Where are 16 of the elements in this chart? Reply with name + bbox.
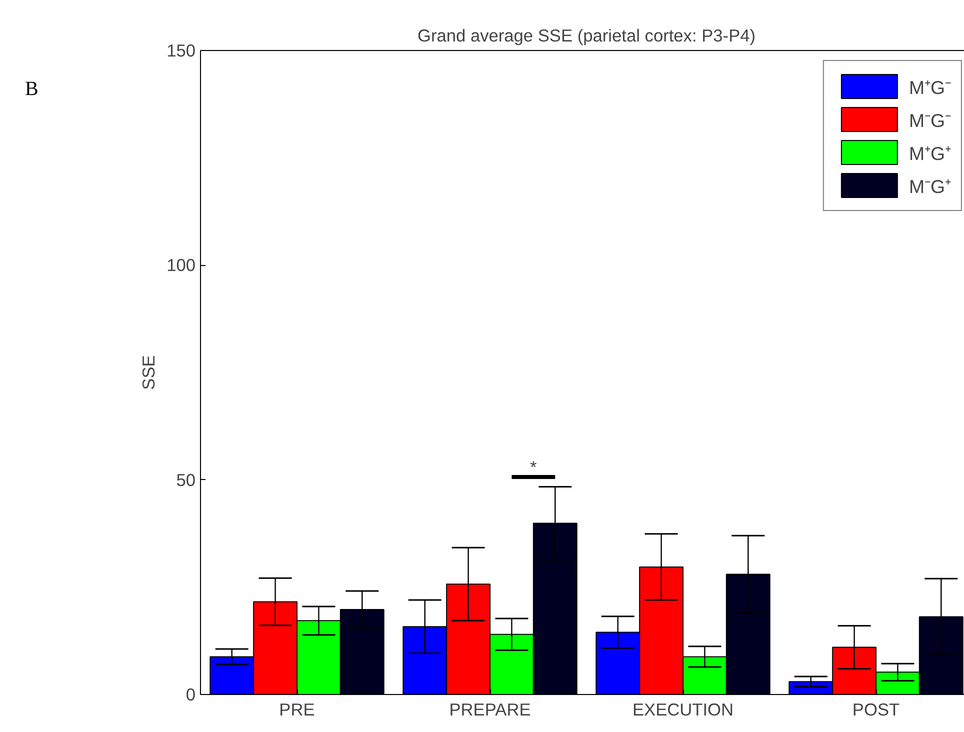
legend-label: M⁻G⁻ bbox=[908, 108, 951, 132]
x-tick-label: POST bbox=[852, 700, 900, 720]
y-tick-label: 150 bbox=[166, 40, 196, 60]
y-tick-label: 0 bbox=[186, 684, 196, 704]
x-tick-label: PRE bbox=[279, 700, 315, 720]
legend-label: M⁻G⁺ bbox=[908, 174, 951, 198]
text: B bbox=[25, 77, 38, 102]
legend-label: M⁺G⁻ bbox=[908, 76, 951, 98]
x-tick-label: PREPARE bbox=[449, 700, 531, 720]
y-axis-title: SSE bbox=[138, 355, 159, 390]
chart-title: Grand average SSE (parietal cortex: P3-P4) bbox=[417, 26, 756, 46]
y-tick-label: 50 bbox=[176, 470, 196, 490]
legend-label: M⁺G⁺ bbox=[908, 142, 951, 164]
x-tick-label: EXECUTION bbox=[632, 700, 734, 720]
annotation: * bbox=[530, 457, 538, 478]
y-tick-label: 100 bbox=[166, 255, 196, 276]
